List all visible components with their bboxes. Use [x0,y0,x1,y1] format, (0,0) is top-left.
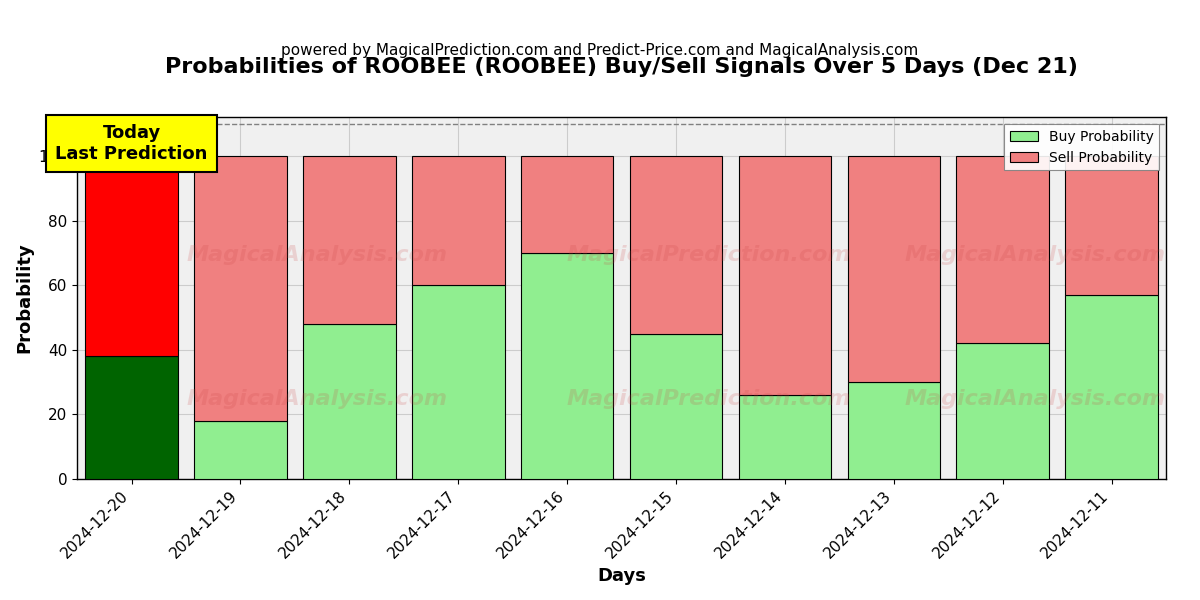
Text: MagicalAnalysis.com: MagicalAnalysis.com [905,389,1166,409]
Bar [194,156,287,421]
Bar [956,156,1049,343]
Text: MagicalAnalysis.com: MagicalAnalysis.com [905,245,1166,265]
Bar [521,156,613,253]
Text: Today
Last Prediction: Today Last Prediction [55,124,208,163]
Bar [847,382,940,479]
Bar [1066,295,1158,479]
Bar [739,395,832,479]
Bar [739,156,832,395]
Title: Probabilities of ROOBEE (ROOBEE) Buy/Sell Signals Over 5 Days (Dec 21): Probabilities of ROOBEE (ROOBEE) Buy/Sel… [166,57,1078,77]
Text: MagicalAnalysis.com: MagicalAnalysis.com [186,389,448,409]
Text: MagicalAnalysis.com: MagicalAnalysis.com [186,245,448,265]
Text: MagicalPrediction.com: MagicalPrediction.com [566,245,851,265]
Bar [630,334,722,479]
Bar [847,156,940,382]
Bar [194,421,287,479]
Bar [630,156,722,334]
Y-axis label: Probability: Probability [14,243,32,353]
Bar [412,285,504,479]
Bar [85,156,178,356]
Bar [956,343,1049,479]
Bar [521,253,613,479]
Text: MagicalPrediction.com: MagicalPrediction.com [566,389,851,409]
Text: powered by MagicalPrediction.com and Predict-Price.com and MagicalAnalysis.com: powered by MagicalPrediction.com and Pre… [281,43,919,58]
Bar [412,156,504,285]
Bar [304,156,396,324]
Legend: Buy Probability, Sell Probability: Buy Probability, Sell Probability [1004,124,1159,170]
Bar [1066,156,1158,295]
Bar [85,356,178,479]
Bar [304,324,396,479]
X-axis label: Days: Days [598,567,646,585]
